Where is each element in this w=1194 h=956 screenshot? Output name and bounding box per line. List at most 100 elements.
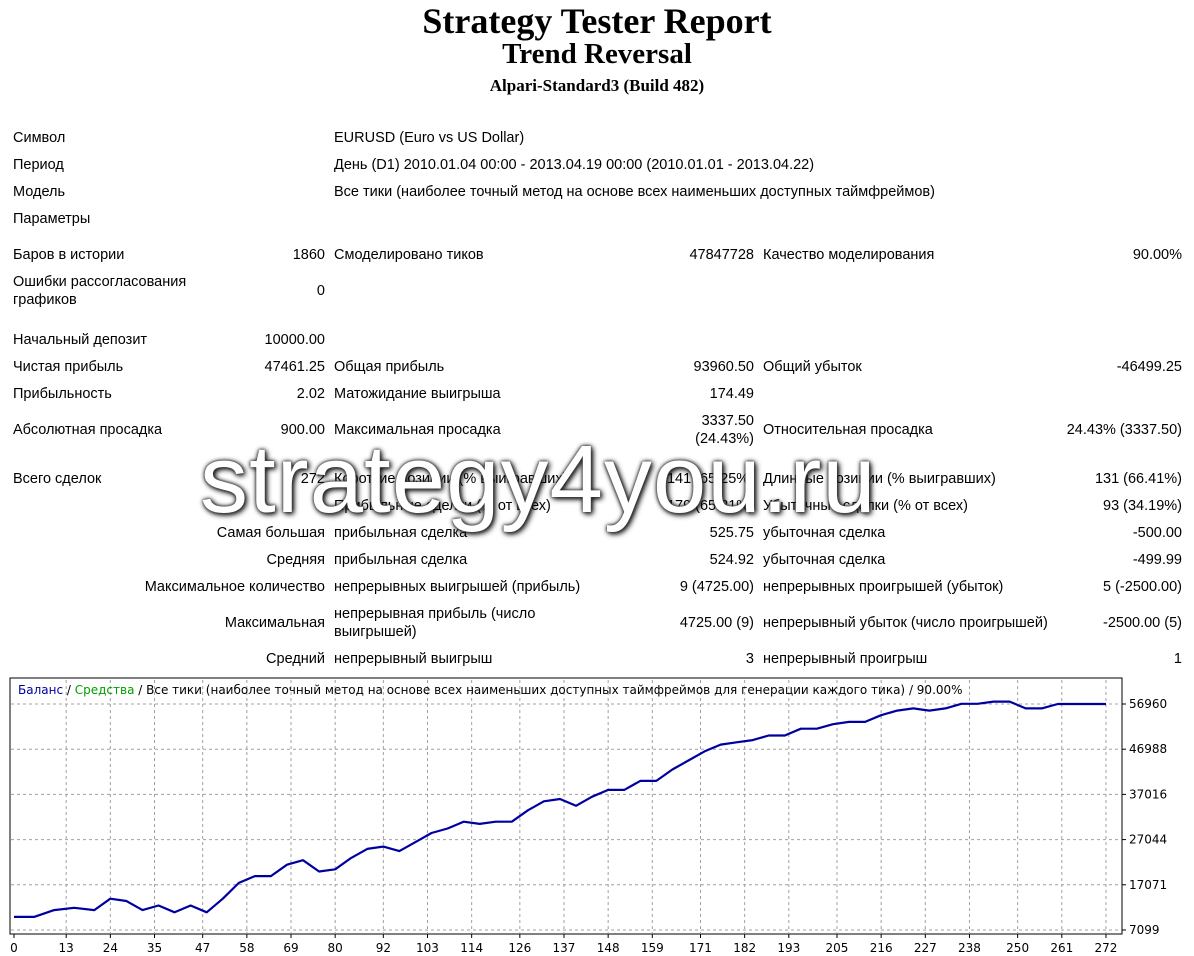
server-build: Alpari-Standard3 (Build 482) [489, 76, 705, 95]
x-tick-label: 182 [733, 941, 756, 955]
legend-quality: 90.00% [917, 683, 963, 697]
x-tick-label: 205 [826, 941, 849, 955]
mismatch-label: Ошибки рассогласования графиков [13, 274, 187, 308]
max-label: Максимальная [224, 615, 325, 631]
average-label: Средняя [266, 552, 325, 568]
max-consecutive-wins-value: 9 (4725.00) [679, 579, 754, 595]
ticks-value: 47847728 [689, 247, 754, 263]
max-count-label: Максимальное количество [144, 579, 325, 595]
short-positions-value: 141 (65.25%) [666, 471, 754, 487]
model-value: Все тики (наиболее точный метод на основ… [334, 184, 935, 200]
symbol-label: Символ [13, 130, 66, 146]
largest-loss-value: -500.00 [1132, 525, 1182, 541]
average-profit-value: 524.92 [709, 552, 754, 568]
max-consecutive-wins-label: непрерывных выигрышей (прибыль) [334, 579, 581, 595]
relative-drawdown-value: 24.43% (3337.50) [1066, 422, 1182, 438]
average-loss-label: убыточная сделка [763, 552, 886, 568]
y-tick-label: 56960 [1129, 697, 1167, 711]
x-tick-label: 126 [508, 941, 531, 955]
expected-payoff-value: 174.49 [709, 386, 754, 402]
gross-profit-label: Общая прибыль [334, 359, 445, 375]
x-tick-label: 58 [239, 941, 254, 955]
x-tick-label: 238 [958, 941, 981, 955]
avg-consecutive-losses-label: непрерывный проигрыш [763, 651, 928, 667]
avg-label: Средний [266, 651, 325, 667]
x-tick-label: 80 [328, 941, 343, 955]
balance-chart: Баланс / Средства / Все тики (наиболее т… [9, 677, 1167, 955]
series-balance-line [14, 700, 1106, 918]
deposit-label: Начальный депозит [13, 332, 148, 348]
gross-loss-value: -46499.25 [1116, 359, 1182, 375]
long-positions-label: Длинные позиции (% выигравших) [763, 471, 996, 487]
absolute-drawdown-label: Абсолютная просадка [13, 422, 163, 438]
legend-separator: / [905, 683, 917, 697]
y-tick-label: 27044 [1129, 833, 1167, 847]
mismatch-value: 0 [316, 283, 325, 299]
max-consecutive-profit-label: непрерывная прибыль (число выигрышей) [334, 606, 536, 640]
profit-trades-value: 179 (65.81%) [666, 498, 754, 514]
x-tick-label: 216 [870, 941, 893, 955]
max-consecutive-losses-value: 5 (-2500.00) [1103, 579, 1182, 595]
largest-profit-value: 525.75 [709, 525, 754, 541]
x-tick-label: 47 [195, 941, 210, 955]
largest-profit-label: прибыльная сделка [334, 525, 468, 541]
period-value: День (D1) 2010.01.04 00:00 - 2013.04.19 … [334, 157, 815, 173]
max-consecutive-losses-label: непрерывных проигрышей (убыток) [763, 579, 1004, 595]
legend-separator: / [63, 683, 75, 697]
profit-trades-label: Прибыльные сделки (% от всех) [334, 498, 551, 514]
x-tick-label: 227 [914, 941, 937, 955]
period-label: Период [13, 157, 64, 173]
expected-payoff-label: Матожидание выигрыша [334, 386, 501, 402]
max-consecutive-loss-label: непрерывный убыток (число проигрышей) [763, 615, 1048, 631]
strategy-name: Trend Reversal [502, 38, 692, 70]
average-profit-label: прибыльная сделка [334, 552, 468, 568]
avg-consecutive-wins-value: 3 [745, 651, 754, 667]
gross-profit-value: 93960.50 [693, 359, 754, 375]
model-label: Модель [13, 184, 66, 200]
legend-separator: / [134, 683, 146, 697]
report-title: Strategy Tester Report [422, 1, 772, 41]
loss-trades-label: Убыточные сделки (% от всех) [763, 498, 968, 514]
net-profit-label: Чистая прибыль [13, 359, 124, 375]
x-tick-label: 250 [1006, 941, 1029, 955]
avg-consecutive-wins-label: непрерывный выигрыш [334, 651, 493, 667]
bars-label: Баров в истории [13, 247, 125, 263]
max-consecutive-loss-value: -2500.00 (5) [1103, 615, 1182, 631]
total-trades-label: Всего сделок [13, 471, 102, 487]
max-consecutive-profit-value: 4725.00 (9) [679, 615, 754, 631]
largest-loss-label: убыточная сделка [763, 525, 886, 541]
x-tick-label: 193 [777, 941, 800, 955]
bars-value: 1860 [292, 247, 325, 263]
x-tick-label: 171 [689, 941, 712, 955]
quality-label: Качество моделирования [763, 247, 935, 263]
params-label: Параметры [13, 211, 91, 227]
x-tick-label: 272 [1095, 941, 1118, 955]
x-tick-label: 13 [59, 941, 74, 955]
absolute-drawdown-value: 900.00 [280, 422, 325, 438]
chart-frame [9, 677, 1123, 935]
x-tick-label: 261 [1050, 941, 1073, 955]
y-tick-label: 17071 [1129, 878, 1167, 892]
legend-equity: Средства [75, 683, 135, 697]
y-tick-label: 37016 [1129, 787, 1167, 801]
x-tick-label: 92 [376, 941, 391, 955]
chart-legend: Баланс / Средства / Все тики (наиболее т… [18, 683, 963, 697]
relative-drawdown-label: Относительная просадка [763, 422, 933, 438]
symbol-value: EURUSD (Euro vs US Dollar) [334, 130, 525, 146]
net-profit-value: 47461.25 [264, 359, 325, 375]
deposit-value: 10000.00 [264, 332, 325, 348]
profit-factor-value: 2.02 [296, 386, 325, 402]
x-tick-label: 148 [597, 941, 620, 955]
x-tick-label: 69 [283, 941, 298, 955]
loss-trades-value: 93 (34.19%) [1103, 498, 1182, 514]
largest-label: Самая большая [216, 525, 325, 541]
max-drawdown-label: Максимальная просадка [334, 422, 501, 438]
legend-balance: Баланс [18, 683, 63, 697]
max-drawdown-value: 3337.50 (24.43%) [695, 413, 754, 447]
x-tick-label: 0 [10, 941, 18, 955]
avg-consecutive-losses-value: 1 [1173, 651, 1182, 667]
x-tick-label: 24 [103, 941, 118, 955]
long-positions-value: 131 (66.41%) [1094, 471, 1182, 487]
x-tick-label: 35 [147, 941, 162, 955]
average-loss-value: -499.99 [1132, 552, 1182, 568]
